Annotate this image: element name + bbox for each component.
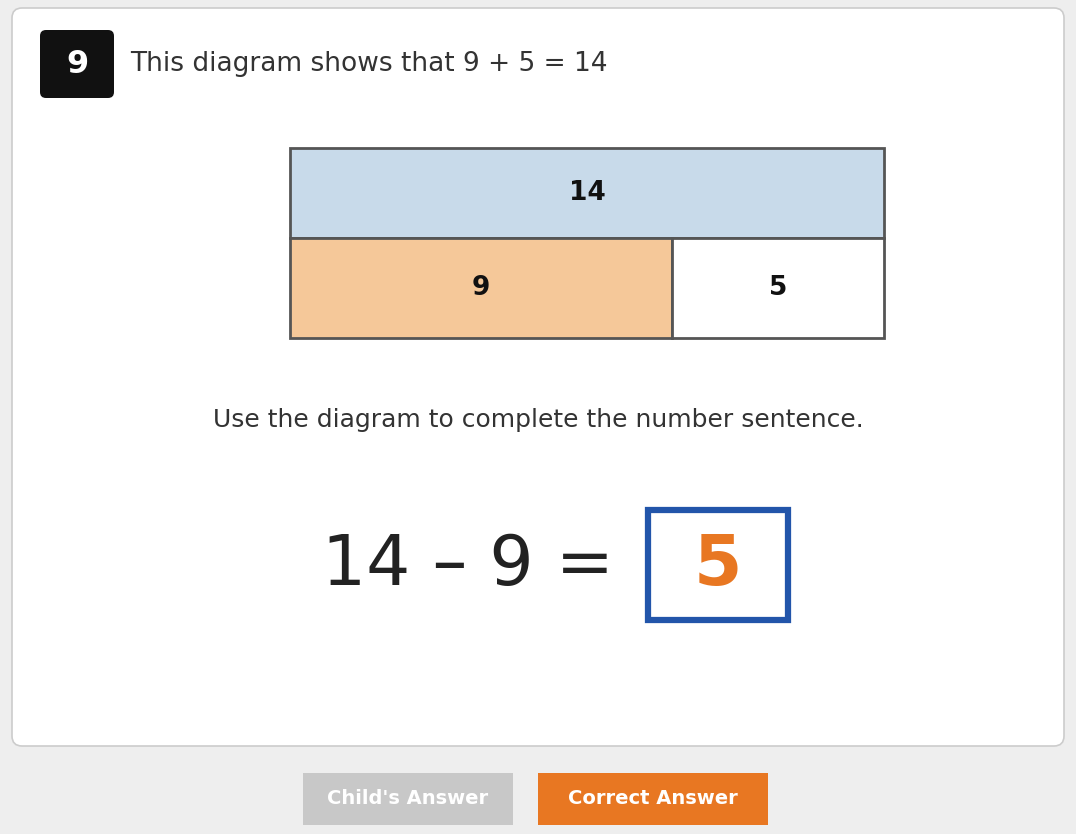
Bar: [648, 510, 788, 620]
Text: 9: 9: [471, 275, 490, 301]
Text: Child's Answer: Child's Answer: [327, 790, 489, 808]
Text: 14: 14: [568, 180, 606, 206]
FancyBboxPatch shape: [40, 30, 114, 98]
Bar: [671, 238, 884, 338]
Bar: [291, 238, 671, 338]
Text: 9: 9: [66, 48, 88, 79]
FancyBboxPatch shape: [303, 773, 513, 825]
Text: Correct Answer: Correct Answer: [568, 790, 738, 808]
Bar: [291, 148, 884, 238]
Text: Use the diagram to complete the number sentence.: Use the diagram to complete the number s…: [213, 408, 863, 432]
FancyBboxPatch shape: [538, 773, 768, 825]
Text: 5: 5: [768, 275, 788, 301]
Text: 5: 5: [694, 531, 742, 599]
Text: 14 – 9 =: 14 – 9 =: [322, 531, 636, 599]
Text: This diagram shows that 9 + 5 = 14: This diagram shows that 9 + 5 = 14: [130, 51, 608, 77]
FancyBboxPatch shape: [12, 8, 1064, 746]
